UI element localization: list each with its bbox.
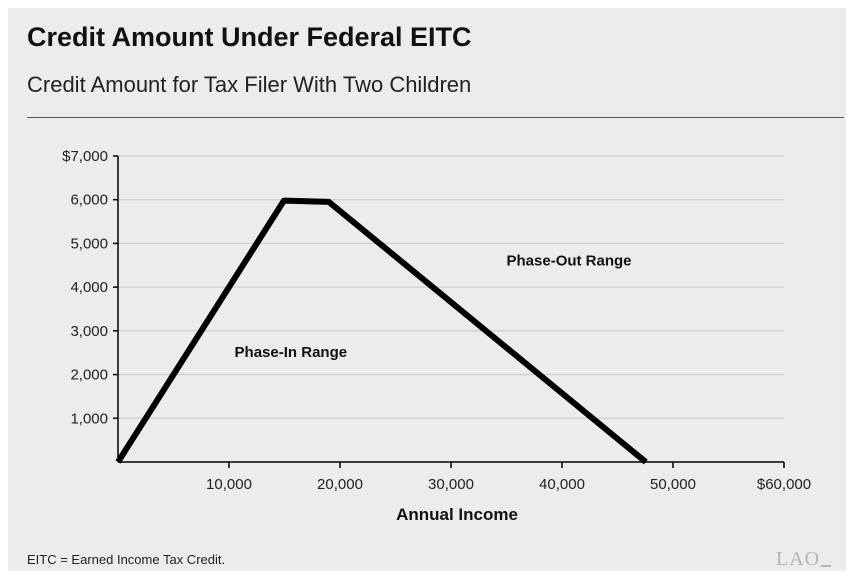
tick-labels: 1,000 2,000 3,000 4,000 5,000 6,000 $7,000 10,0… (62, 148, 811, 524)
grid-lines (118, 155, 784, 419)
y-tick-label: 5,000 (70, 235, 108, 252)
y-tick-label: $7,000 (62, 148, 108, 165)
annotation-label-0: Phase-In Range (235, 344, 348, 361)
x-tick-label: 40,000 (539, 476, 585, 493)
logo-text: LAO (776, 548, 821, 570)
annotation-label-1: Phase-Out Range (507, 252, 632, 269)
x-tick-label: 50,000 (650, 476, 696, 493)
chart-plot: 1,000 2,000 3,000 4,000 5,000 6,000 $7,000 10,0… (62, 148, 811, 524)
axes (113, 155, 785, 468)
chart-title: Credit Amount Under Federal EITC (27, 22, 472, 52)
y-tick-label: 4,000 (70, 279, 108, 296)
footnote: EITC = Earned Income Tax Credit. (27, 552, 226, 567)
logo-mark-icon (821, 551, 832, 567)
y-tick-label: 3,000 (70, 323, 108, 340)
chart-card: Credit Amount Under Federal EITC Credit … (8, 8, 846, 571)
series-line-0 (115, 197, 648, 465)
header-divider (27, 117, 844, 118)
x-tick-label: 20,000 (317, 476, 363, 493)
y-tick-label: 1,000 (70, 410, 108, 427)
lao-logo: LAO (776, 548, 832, 571)
x-tick-label: 30,000 (428, 476, 474, 493)
x-axis-title: Annual Income (396, 505, 518, 524)
annotations: Phase-In Range Phase-Out Range (235, 252, 632, 361)
y-tick-label: 6,000 (70, 192, 108, 209)
chart-subtitle: Credit Amount for Tax Filer With Two Chi… (27, 72, 472, 97)
x-tick-label: $60,000 (757, 476, 811, 493)
series-layer (115, 197, 648, 465)
y-tick-label: 2,000 (70, 367, 108, 384)
x-tick-label: 10,000 (206, 476, 252, 493)
